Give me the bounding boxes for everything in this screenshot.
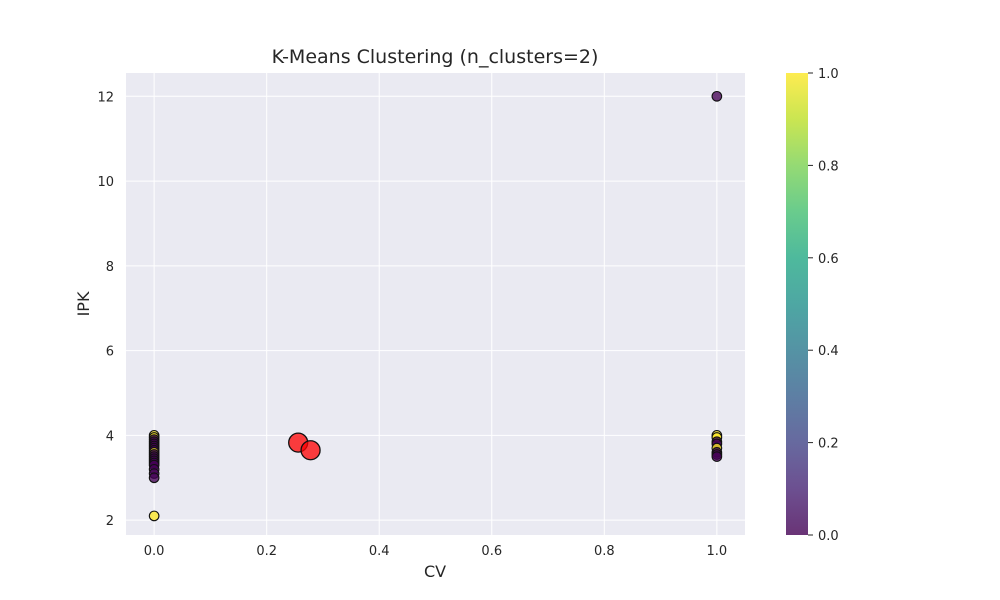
colorbar-tick-label: 0.0	[818, 529, 839, 544]
data-point	[711, 90, 723, 102]
data-point	[148, 472, 160, 484]
colorbar-ticks: 0.0 0.2 0.4 0.6 0.8 1.0	[808, 67, 839, 544]
y-axis-label: IPK	[74, 291, 93, 316]
plot-area	[126, 73, 745, 535]
x-tick-label: 1.0	[707, 544, 728, 559]
data-point	[148, 510, 160, 522]
x-tick-label: 0.0	[144, 544, 165, 559]
x-axis-label: CV	[424, 562, 446, 581]
x-tick-label: 0.2	[256, 544, 277, 559]
y-tick-label: 2	[106, 514, 114, 529]
colorbar-tick-label: 0.8	[818, 159, 839, 174]
colorbar	[786, 73, 808, 535]
x-axis-ticks: 0.0 0.2 0.4 0.6 0.8 1.0	[144, 544, 727, 559]
grid-lines	[126, 73, 745, 535]
y-tick-label: 12	[97, 90, 114, 105]
x-tick-label: 0.8	[594, 544, 615, 559]
y-axis-ticks: 2 4 6 8 10 12	[97, 90, 114, 529]
data-point	[711, 451, 723, 462]
colorbar-tick-label: 0.4	[818, 344, 839, 359]
y-tick-label: 8	[106, 260, 114, 275]
chart-title: K-Means Clustering (n_clusters=2)	[272, 46, 599, 68]
centroid-marker	[300, 440, 321, 461]
y-tick-label: 4	[106, 429, 114, 444]
data-points	[148, 90, 723, 522]
colorbar-tick-label: 0.6	[818, 252, 839, 267]
colorbar-tick-label: 0.2	[818, 437, 839, 452]
y-tick-label: 10	[97, 175, 114, 190]
x-tick-label: 0.4	[369, 544, 390, 559]
x-tick-label: 0.6	[481, 544, 502, 559]
cluster-centroids	[288, 432, 321, 461]
colorbar-tick-label: 1.0	[818, 67, 839, 82]
y-tick-label: 6	[106, 345, 114, 360]
